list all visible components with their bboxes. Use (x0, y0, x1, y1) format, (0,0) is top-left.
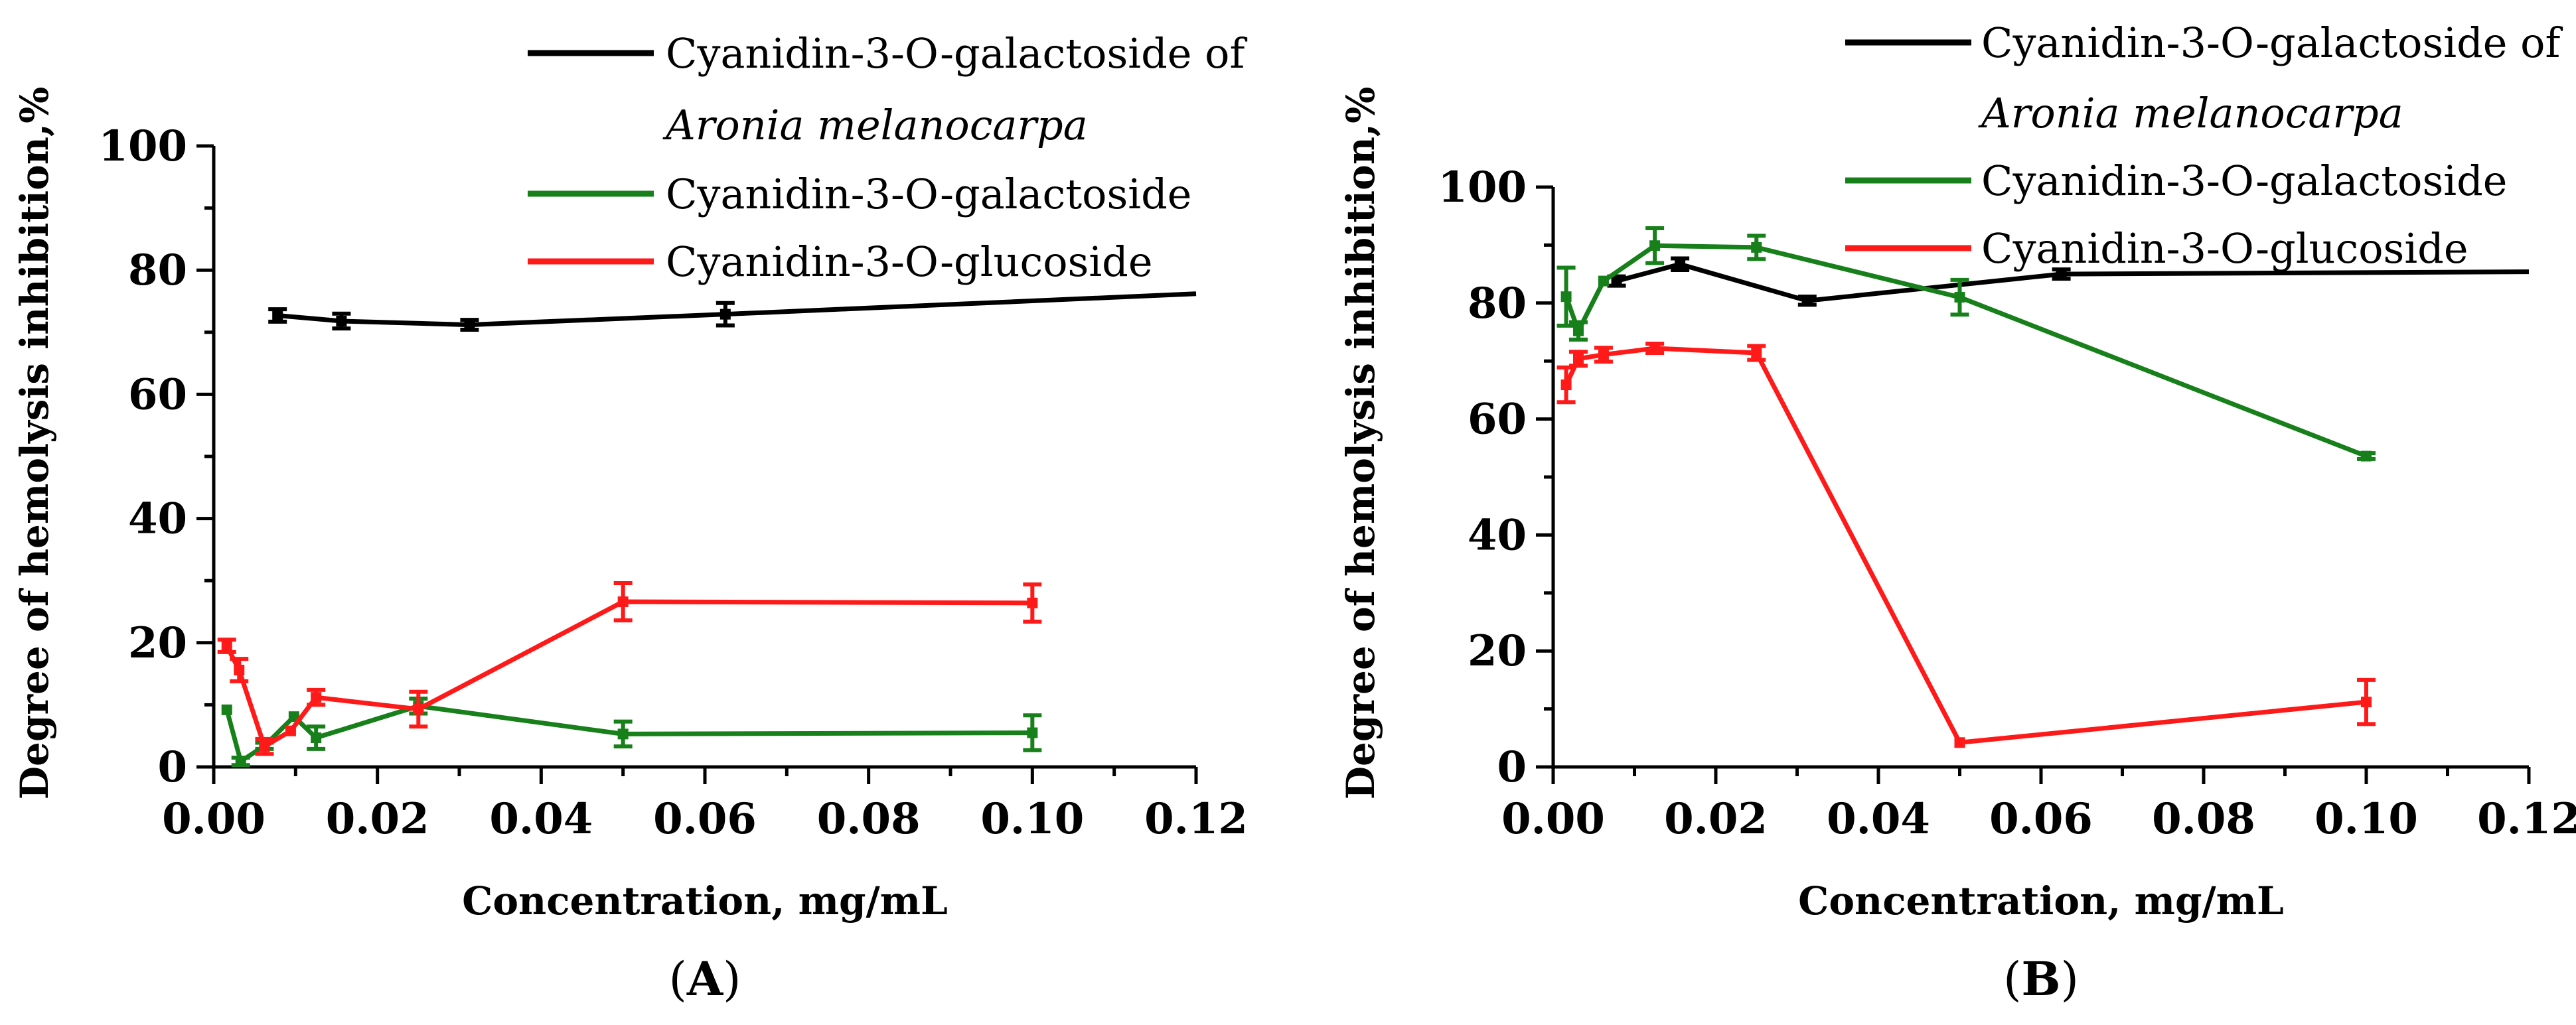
panel-label-open-paren: ( (669, 952, 687, 1006)
chart-panel-a: 0 20 40 60 80 100 0.00 0.02 0.04 0.06 0.08 0.10 0.12… (12, 29, 1248, 1006)
x-tick-label: 0.02 (1664, 794, 1768, 844)
panel-label-close-paren: ) (723, 952, 741, 1006)
y-tick-label: 20 (128, 618, 187, 668)
data-point (720, 308, 731, 320)
y-tick-label: 20 (1468, 626, 1527, 676)
x-tick-label: 0.12 (1144, 794, 1248, 844)
legend-label-species: Aronia melanocarpa (1978, 89, 2403, 137)
data-point (1649, 240, 1661, 251)
data-point (1954, 737, 1965, 748)
x-tick-label: 0.10 (980, 794, 1084, 844)
series-0 (1607, 256, 2530, 307)
legend-label-species: Aronia melanocarpa (662, 101, 1088, 149)
y-tick-label: 100 (98, 121, 187, 171)
x-axis-title: Concentration, mg/mL (1798, 878, 2284, 923)
x-tick-label: 0.10 (2314, 794, 2418, 844)
data-point (1560, 379, 1572, 391)
data-point (1572, 353, 1584, 364)
y-axis-title: Degree of hemolysis inhibition,% (12, 87, 57, 800)
data-point (311, 732, 322, 744)
x-tick-label: 0.00 (1501, 794, 1605, 844)
y-tick-label: 80 (128, 245, 187, 295)
data-point (1954, 292, 1965, 303)
data-point (259, 741, 270, 752)
y-tick-label: 100 (1438, 163, 1527, 212)
data-point (1027, 727, 1038, 738)
data-point (1027, 597, 1038, 608)
series-2 (1556, 341, 2376, 748)
y-tick-label: 0 (157, 742, 187, 792)
data-point (617, 728, 629, 740)
x-tick-label: 0.06 (653, 794, 757, 844)
data-point (1611, 275, 1622, 287)
x-tick-label: 0.04 (1827, 794, 1930, 844)
data-point (1751, 347, 1762, 358)
data-point (2361, 697, 2372, 708)
panel-label-letter: B (2021, 951, 2060, 1006)
data-point (221, 704, 232, 715)
panel-label: (B) (2003, 951, 2079, 1006)
data-point (285, 725, 296, 736)
x-tick-label: 0.06 (1989, 794, 2093, 844)
legend-label: Cyanidin-3-O-glucoside (1981, 224, 2468, 273)
data-point (1598, 275, 1609, 287)
data-point (272, 310, 283, 321)
data-point (336, 315, 347, 326)
data-point (1598, 349, 1609, 360)
series-2 (217, 581, 1042, 756)
data-point (221, 640, 232, 651)
data-point (311, 692, 322, 703)
y-tick-label: 40 (128, 494, 187, 544)
x-axis-title: Concentration, mg/mL (462, 878, 948, 923)
legend-label: Cyanidin-3-O-galactoside of (1981, 19, 2563, 67)
series-1 (1556, 226, 2376, 462)
legend-label: Cyanidin-3-O-galactoside of (666, 29, 1248, 78)
data-point (464, 319, 475, 330)
data-point (1751, 241, 1762, 253)
x-tick-label: 0.02 (326, 794, 429, 844)
legend-label: Cyanidin-3-O-glucoside (666, 238, 1153, 286)
data-point (1675, 259, 1686, 270)
data-point (234, 664, 245, 675)
data-point (1572, 325, 1584, 336)
y-tick-label: 0 (1497, 742, 1527, 792)
chart-panel-b: 0 20 40 60 80 100 0.00 0.02 0.04 0.06 0.08 0.10 0.12… (1338, 19, 2576, 1006)
x-tick-label: 0.08 (817, 794, 921, 844)
data-point (2361, 450, 2372, 462)
legend-label: Cyanidin-3-O-galactoside (666, 170, 1191, 218)
data-point (1801, 295, 1813, 307)
panel-label-close-paren: ) (2061, 952, 2079, 1006)
panel-label-open-paren: ( (2003, 952, 2021, 1006)
data-point (413, 703, 424, 715)
panel-label: (A) (669, 951, 741, 1006)
y-tick-label: 60 (128, 370, 187, 419)
data-point (617, 596, 629, 608)
x-tick-label: 0.04 (489, 794, 593, 844)
y-axis-title: Degree of hemolysis inhibition,% (1338, 87, 1383, 800)
data-point (2056, 269, 2067, 280)
x-tick-label: 0.12 (2477, 794, 2576, 844)
y-tick-label: 40 (1468, 510, 1527, 560)
x-tick-label: 0.08 (2152, 794, 2255, 844)
legend-label: Cyanidin-3-O-galactoside (1981, 157, 2507, 205)
panel-label-letter: A (686, 951, 724, 1006)
y-tick-label: 60 (1468, 395, 1527, 444)
series-0 (268, 291, 1197, 332)
data-point (1560, 291, 1572, 303)
y-tick-label: 80 (1468, 279, 1527, 328)
data-point (235, 756, 246, 767)
x-tick-label: 0.00 (162, 794, 265, 844)
data-point (1649, 342, 1661, 354)
